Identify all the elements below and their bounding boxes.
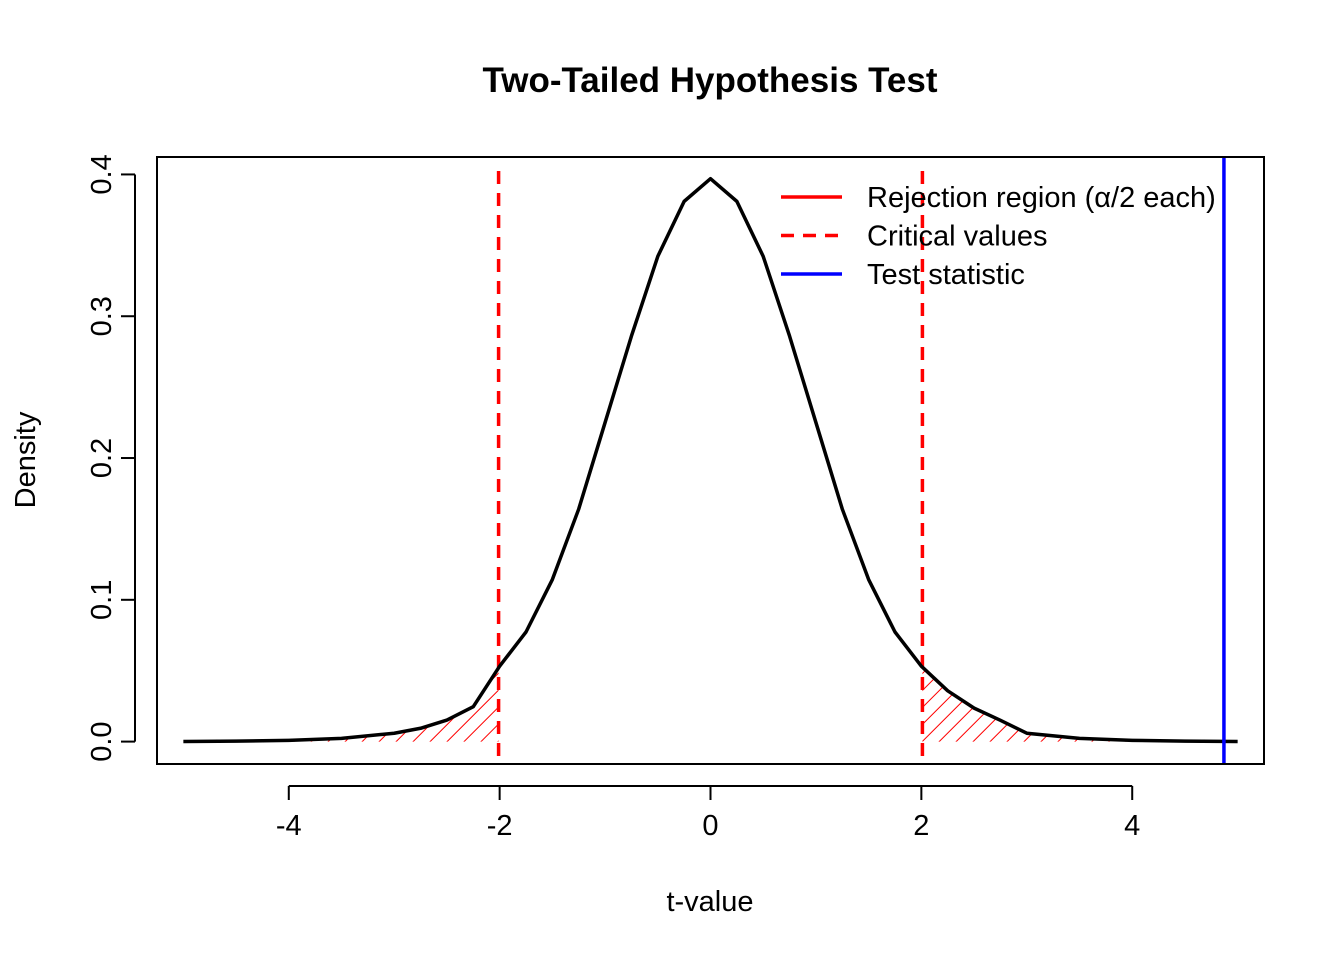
y-tick-label: 0.4 (86, 154, 118, 194)
legend-label: Critical values (867, 221, 1048, 253)
x-tick-label: 2 (913, 810, 929, 842)
rejection-region-right (922, 667, 1238, 742)
legend-label: Rejection region (α/2 each) (867, 182, 1216, 214)
y-tick-label: 0.1 (86, 580, 118, 620)
x-axis-label: t-value (666, 886, 753, 918)
chart-title: Two-Tailed Hypothesis Test (482, 61, 937, 100)
y-tick-label: 0.0 (86, 721, 118, 761)
y-tick-label: 0.3 (86, 296, 118, 336)
x-tick-label: -4 (276, 810, 302, 842)
y-axis-label: Density (10, 411, 42, 508)
x-tick-label: 4 (1124, 810, 1140, 842)
legend-label: Test statistic (867, 259, 1025, 291)
x-tick-label: 0 (702, 810, 718, 842)
legend: Rejection region (α/2 each) Critical valu… (781, 182, 1216, 291)
y-tick-label: 0.2 (86, 438, 118, 478)
critical-lines (496, 171, 925, 764)
rejection-regions (183, 667, 1238, 742)
density-curve (183, 176, 1238, 744)
x-tick-label: -2 (487, 810, 513, 842)
rejection-region-left (183, 667, 499, 742)
y-axis: 0.0 0.1 0.2 0.3 0.4 (86, 154, 136, 762)
x-axis: -4 -2 0 2 4 (276, 785, 1140, 842)
density-curve-group (183, 176, 1238, 744)
plot-frame (156, 156, 1265, 765)
